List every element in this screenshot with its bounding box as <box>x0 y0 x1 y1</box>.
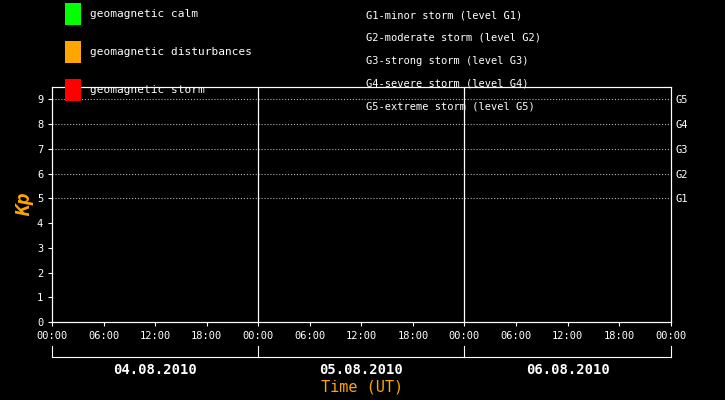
Text: 06.08.2010: 06.08.2010 <box>526 363 610 377</box>
Text: G2-moderate storm (level G2): G2-moderate storm (level G2) <box>366 33 541 43</box>
Y-axis label: Kp: Kp <box>15 193 34 216</box>
Text: Time (UT): Time (UT) <box>321 379 404 394</box>
Text: geomagnetic disturbances: geomagnetic disturbances <box>90 47 252 57</box>
Text: G5-extreme storm (level G5): G5-extreme storm (level G5) <box>366 101 535 111</box>
Text: 05.08.2010: 05.08.2010 <box>320 363 403 377</box>
Text: 04.08.2010: 04.08.2010 <box>113 363 197 377</box>
Text: G3-strong storm (level G3): G3-strong storm (level G3) <box>366 56 529 66</box>
Text: G1-minor storm (level G1): G1-minor storm (level G1) <box>366 10 523 20</box>
Text: geomagnetic storm: geomagnetic storm <box>90 85 204 95</box>
Text: G4-severe storm (level G4): G4-severe storm (level G4) <box>366 78 529 88</box>
Text: geomagnetic calm: geomagnetic calm <box>90 9 198 19</box>
